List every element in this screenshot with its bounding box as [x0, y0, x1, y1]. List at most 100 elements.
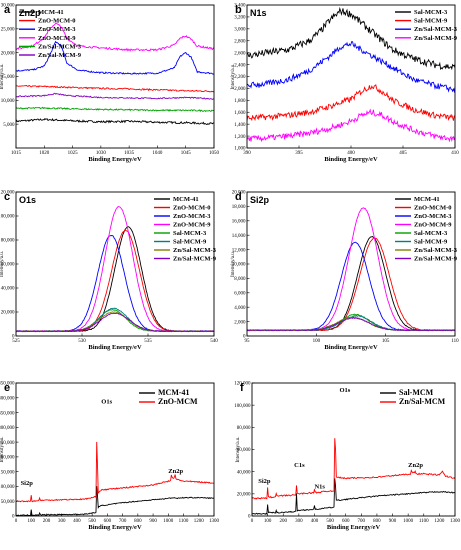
series-line-sal-mcm-9 — [247, 84, 455, 122]
x-tick-label: 405 — [399, 151, 407, 156]
panel-e: 0 100 200 300 400 500 600 700 800 900 1000 1100 1200… — [0, 382, 220, 531]
x-tick-label: 1025 — [68, 151, 79, 156]
x-axis-label: Binding Energy/eV — [88, 156, 142, 163]
y-tick-label: 350,000 — [0, 411, 15, 416]
series-line-zn-sal-mcm-9 — [247, 316, 455, 332]
x-tick-label: 1035 — [124, 151, 135, 156]
y-tick-label: 20,000 — [1, 51, 15, 56]
x-tick-label: 900 — [389, 519, 397, 524]
y-tick-label: 40,000 — [237, 470, 251, 475]
panel-c: 525 530 535 540 0 20,000 40,000 60,000 80,000 100… — [0, 191, 218, 351]
x-tick-label: 100 — [27, 519, 35, 524]
panel-a: 1015 1020 1025 1030 1035 1040 1045 1050 5,000 10,… — [0, 4, 220, 163]
series-line-zn-sal-mcm — [252, 438, 455, 500]
y-tick-label: 14,000 — [232, 234, 246, 239]
y-tick-label: 0 — [248, 515, 251, 520]
y-tick-label: 18,000 — [232, 205, 246, 210]
x-tick-label: 95 — [245, 339, 251, 344]
legend-entry: Sal-MCM-9 — [414, 18, 448, 25]
legend-entry: ZnO-MCM-9 — [38, 35, 76, 42]
x-tick-label: 400 — [73, 519, 81, 524]
x-tick-label: 110 — [451, 339, 459, 344]
x-tick-label: 300 — [58, 519, 66, 524]
x-tick-label: 540 — [210, 339, 218, 344]
panel-f: 0 100 200 300 400 500 600 700 800 900 1000 1100 1200… — [234, 382, 460, 531]
y-axis-label: Intensity/a.u. — [231, 63, 236, 89]
x-tick-label: 525 — [12, 339, 20, 344]
x-tick-label: 800 — [373, 519, 381, 524]
y-tick-label: 50,000 — [1, 500, 15, 505]
legend-entry: Zn/Sal-MCM-9 — [414, 256, 458, 263]
series-line-sal-mcm-9 — [16, 307, 214, 333]
y-tick-label: 2,000 — [234, 320, 246, 325]
y-tick-label: 40,000 — [1, 287, 15, 292]
x-tick-label: 400 — [347, 151, 355, 156]
y-tick-label: 0 — [12, 335, 15, 340]
x-tick-label: 900 — [149, 519, 157, 524]
y-tick-label: 1,800 — [234, 99, 246, 104]
x-tick-label: 1030 — [96, 151, 107, 156]
y-tick-label: 25,000 — [1, 28, 15, 33]
y-tick-label: 10,000 — [1, 99, 15, 104]
panel-title: O1s — [19, 195, 36, 205]
series-line-zno-mcm-9 — [16, 22, 214, 52]
y-tick-label: 250,000 — [0, 441, 15, 446]
panel-letter: f — [240, 382, 244, 394]
y-axis-label: Intensity/a.u. — [0, 251, 5, 277]
y-tick-label: 1,600 — [234, 111, 246, 116]
series-line-mcm-41 — [16, 117, 214, 125]
x-tick-label: 1015 — [11, 151, 22, 156]
x-tick-label: 0 — [251, 519, 254, 524]
legend-entry: Sal-MCM-3 — [173, 230, 207, 237]
legend-entry: Zn/Sal-MCM-9 — [414, 35, 458, 42]
panel-title: N1s — [250, 8, 267, 18]
legend-entry: ZnO-MCM-3 — [173, 213, 211, 220]
legend-entry: MCM-41 — [414, 196, 440, 203]
series-line-zn-sal-mcm-3 — [16, 106, 214, 113]
x-tick-label: 700 — [358, 519, 366, 524]
y-tick-label: 1,000 — [234, 147, 246, 152]
series-line-zn-sal-mcm-9 — [247, 108, 455, 143]
y-tick-label: 6,000 — [234, 292, 246, 297]
y-tick-label: 5,000 — [3, 123, 15, 128]
legend-entry: ZnO-MCM-9 — [173, 222, 211, 229]
x-tick-label: 400 — [311, 519, 319, 524]
y-tick-label: 1,200 — [234, 135, 246, 140]
y-tick-label: 2,200 — [234, 75, 246, 80]
legend-entry: ZnO-MCM-0 — [414, 205, 452, 212]
x-tick-label: 535 — [144, 339, 152, 344]
series-line-zno-mcm-3 — [16, 40, 214, 75]
series-line-zn-sal-mcm-9 — [16, 92, 214, 100]
legend-entry: ZnO-MCM-3 — [414, 213, 452, 220]
x-tick-label: 1300 — [209, 519, 220, 524]
y-axis-label: Intensity/a.u. — [0, 63, 5, 89]
y-tick-label: 80,000 — [237, 426, 251, 431]
y-tick-label: 3,000 — [234, 28, 246, 33]
x-tick-label: 500 — [326, 519, 334, 524]
series-line-zno-mcm-0 — [16, 85, 214, 93]
y-tick-label: 0 — [12, 515, 15, 520]
x-tick-label: 1000 — [163, 519, 174, 524]
x-tick-label: 100 — [264, 519, 272, 524]
legend-entry: Zn/Sal-MCM-3 — [414, 26, 458, 33]
legend-entry: Zn/Sal-MCM-3 — [173, 247, 217, 254]
legend-entry: Sal-MCM-3 — [414, 230, 448, 237]
series-line-zn-sal-mcm-3 — [16, 311, 214, 333]
y-axis-label: Intensity/a.u. — [231, 251, 236, 277]
series-line-sal-mcm-3 — [247, 6, 455, 71]
x-tick-label: 300 — [295, 519, 303, 524]
x-tick-label: 390 — [243, 151, 251, 156]
series-line-mcm-41 — [16, 486, 214, 516]
y-tick-label: 300,000 — [0, 426, 15, 431]
x-tick-label: 410 — [451, 151, 459, 156]
peak-annotation: N1s — [314, 483, 325, 490]
y-tick-label: 100,000 — [0, 485, 15, 490]
x-tick-label: 800 — [134, 519, 142, 524]
y-tick-label: 120,000 — [0, 191, 15, 196]
y-tick-label: 60,000 — [1, 263, 15, 268]
x-tick-label: 105 — [382, 339, 390, 344]
x-tick-label: 200 — [279, 519, 287, 524]
legend-entry: Zn/Sal-MCM — [399, 397, 446, 406]
legend-entry: ZnO-MCM-0 — [38, 18, 76, 25]
